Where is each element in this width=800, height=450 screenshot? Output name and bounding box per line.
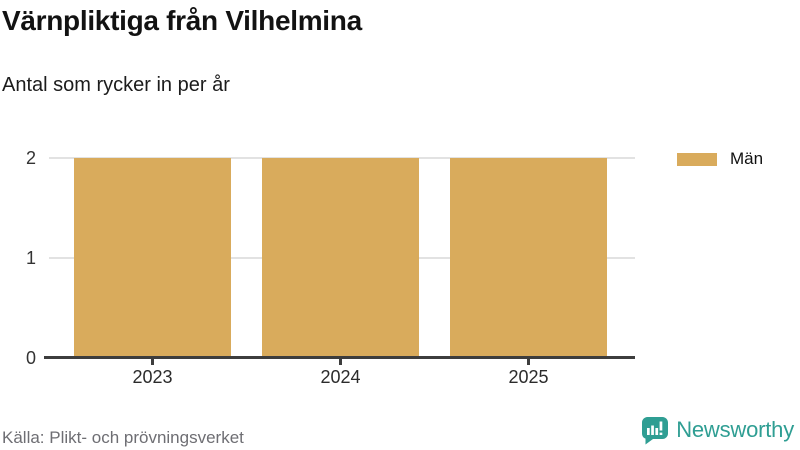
x-axis-tick	[151, 358, 154, 365]
x-axis-label: 2024	[320, 367, 361, 387]
chart-subtitle: Antal som rycker in per år	[2, 74, 230, 96]
y-axis-label: 1	[25, 248, 36, 268]
newsworthy-logo-icon	[642, 416, 669, 444]
source-note: Källa: Plikt- och prövningsverket	[2, 428, 244, 447]
bar-2023	[74, 158, 231, 358]
bar-2025	[450, 158, 607, 358]
bar-2024	[262, 158, 419, 358]
legend-label: Män	[730, 149, 764, 168]
y-axis-label: 0	[25, 348, 36, 368]
y-axis-label: 2	[25, 148, 36, 168]
x-axis-tick	[527, 358, 530, 365]
chart-title: Värnpliktiga från Vilhelmina	[2, 5, 362, 36]
newsworthy-logo[interactable]: Newsworthy	[641, 415, 794, 445]
x-axis-label: 2023	[132, 367, 173, 387]
x-axis-tick	[339, 358, 342, 365]
newsworthy-wordmark: Newsworthy	[676, 417, 794, 442]
legend-swatch	[677, 152, 717, 166]
legend: Män	[677, 146, 763, 172]
x-axis-label: 2025	[508, 367, 549, 387]
x-axis-baseline	[44, 356, 635, 359]
